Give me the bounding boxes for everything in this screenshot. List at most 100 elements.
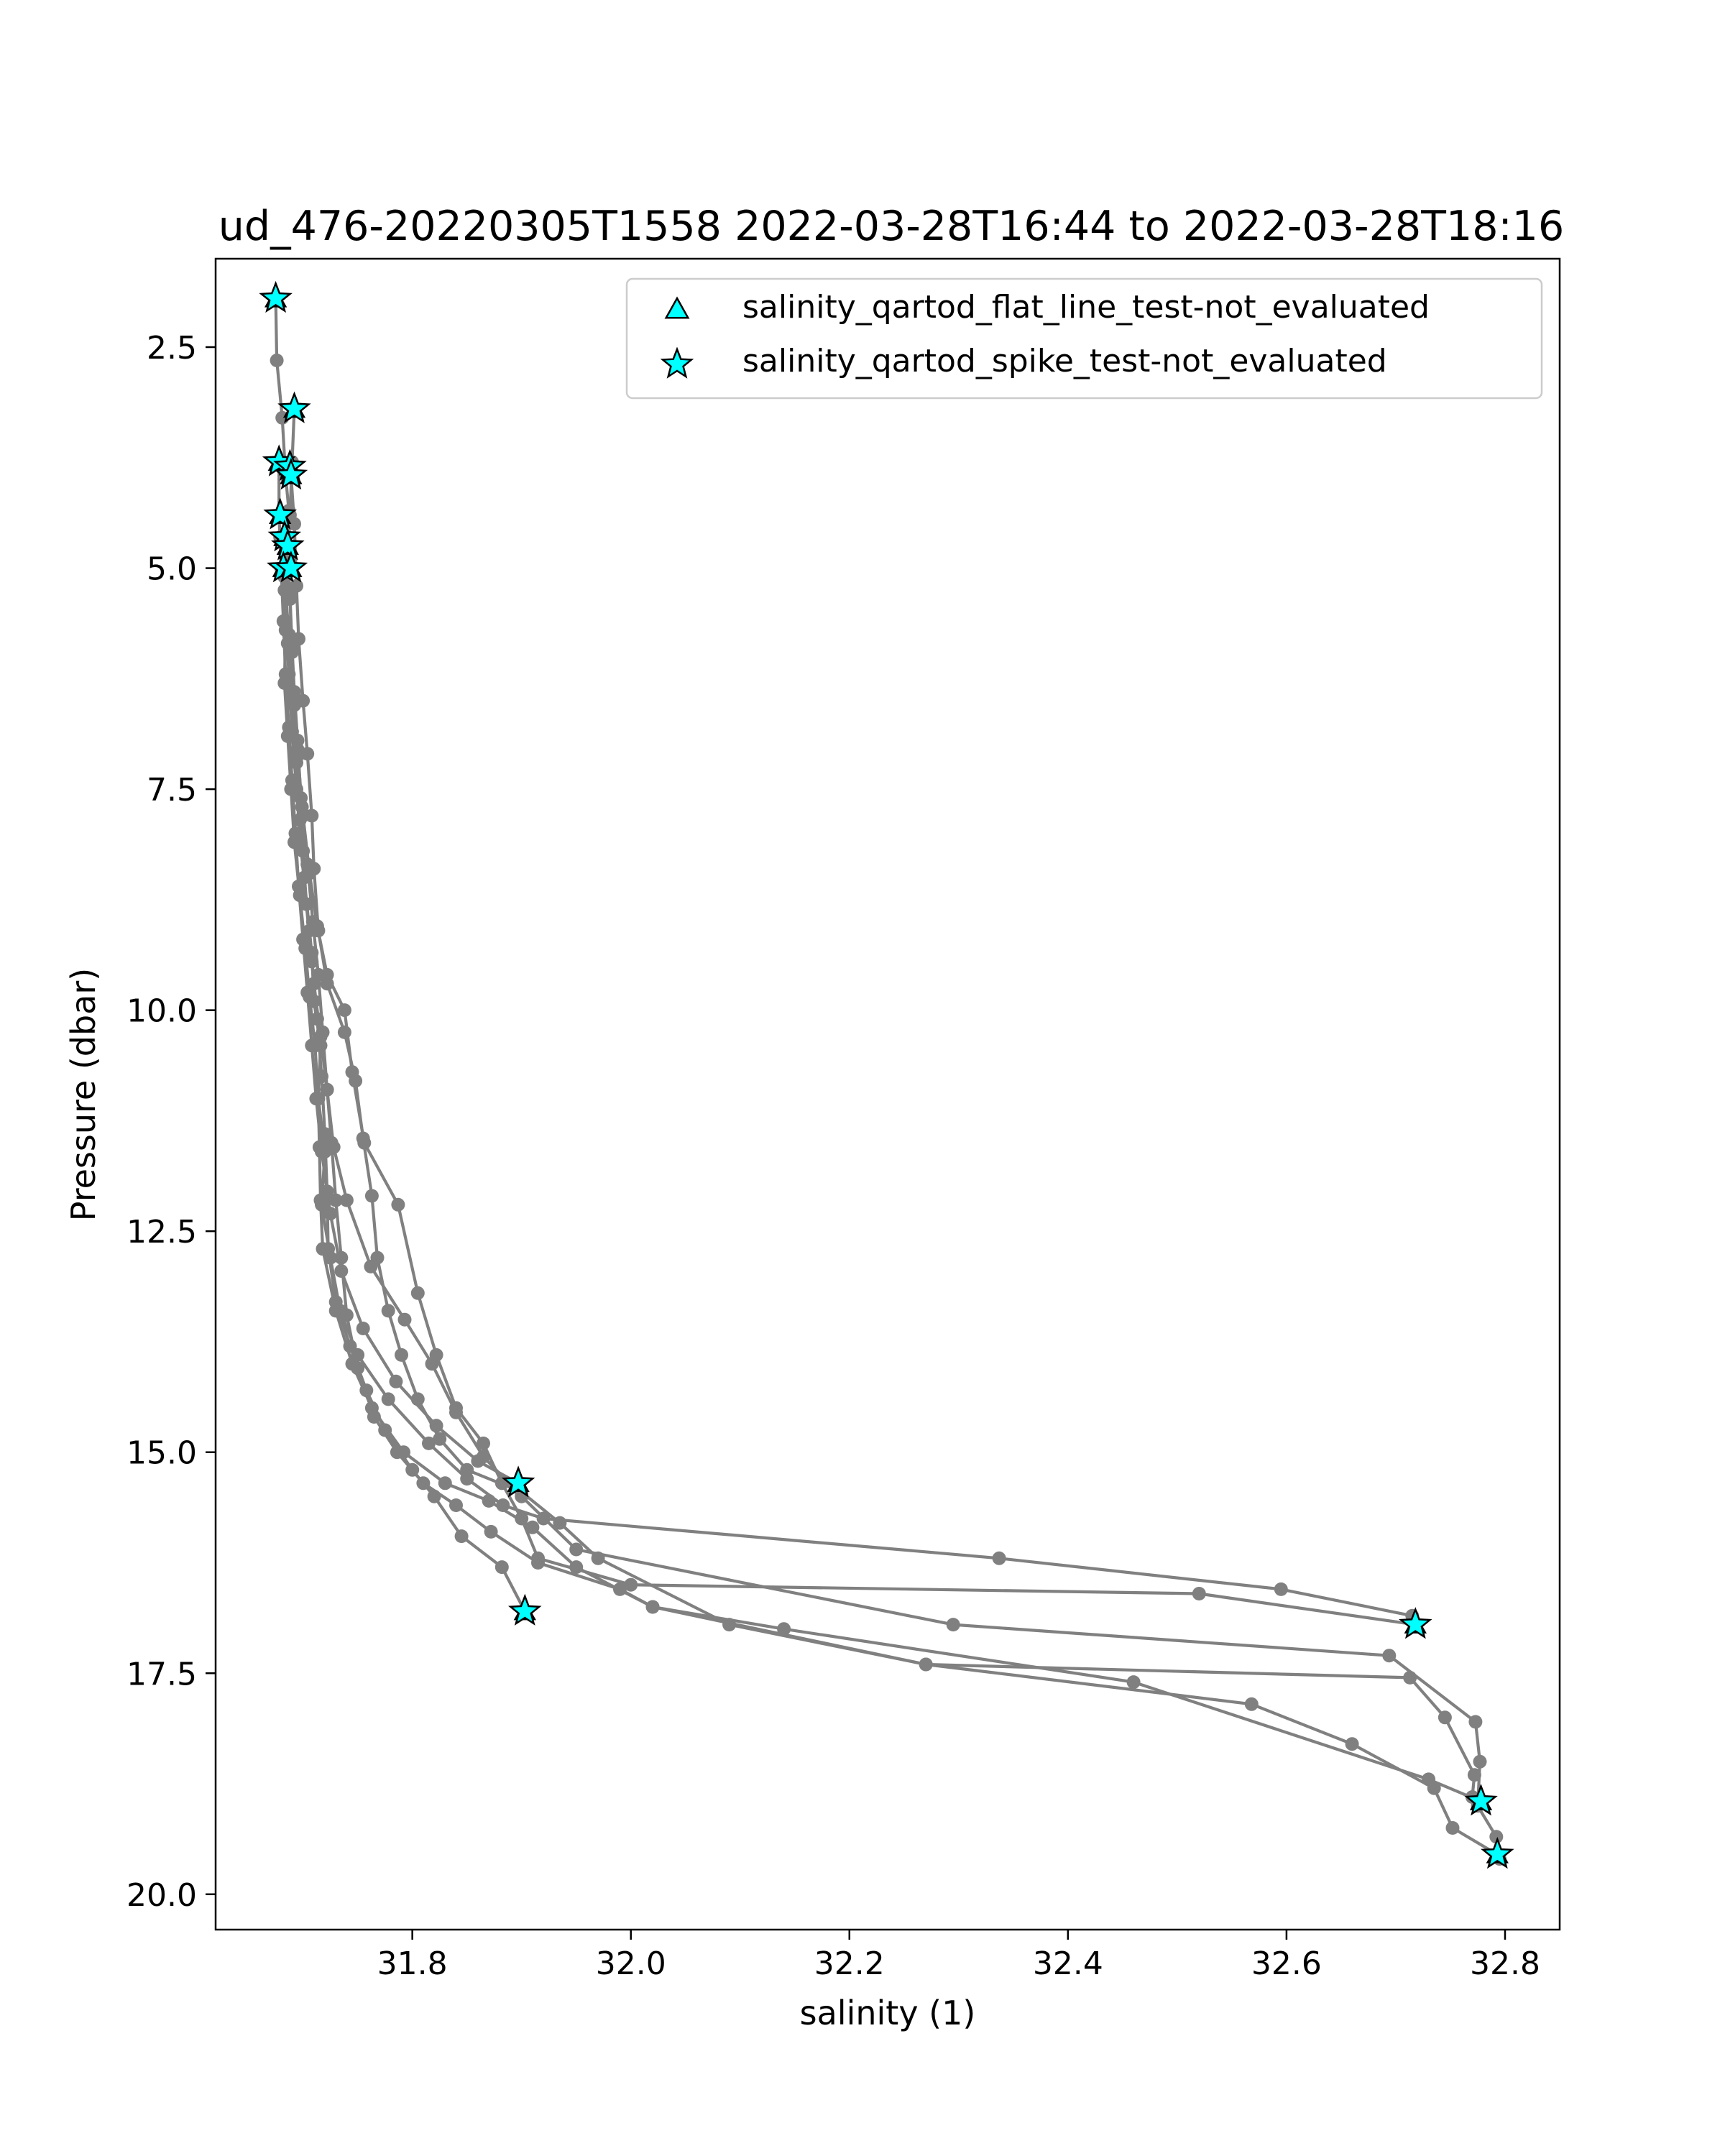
- data-point: [482, 1493, 496, 1508]
- data-point: [591, 1551, 605, 1565]
- data-point: [1489, 1830, 1504, 1844]
- data-point: [337, 1025, 351, 1039]
- data-point: [553, 1516, 567, 1530]
- data-point: [305, 954, 319, 969]
- spike-flag-marker: [274, 550, 308, 583]
- data-point: [334, 1250, 349, 1265]
- data-point: [536, 1511, 551, 1526]
- data-point: [1126, 1675, 1141, 1690]
- spike-flag-marker: [274, 457, 308, 490]
- data-point: [295, 800, 309, 814]
- data-point: [515, 1511, 529, 1526]
- data-point: [381, 1304, 395, 1318]
- data-point: [311, 967, 326, 982]
- data-point: [410, 1286, 425, 1300]
- data-point: [323, 1207, 338, 1221]
- data-point: [286, 685, 300, 699]
- data-point: [343, 1339, 357, 1353]
- spike-flag-marker: [259, 280, 293, 313]
- data-point: [395, 1348, 408, 1362]
- data-point: [405, 1462, 420, 1477]
- data-point: [722, 1618, 737, 1632]
- data-point: [1403, 1670, 1417, 1685]
- chart-title: ud_476-20220305T1558 2022-03-28T16:44 to…: [218, 203, 1564, 250]
- y-tick-label: 17.5: [126, 1656, 197, 1692]
- data-point: [624, 1577, 638, 1592]
- data-point: [1467, 1768, 1481, 1782]
- data-point: [1468, 1715, 1483, 1729]
- data-point: [270, 354, 284, 367]
- data-point: [397, 1312, 412, 1327]
- spike-flag-marker: [277, 391, 311, 423]
- y-tick-label: 20.0: [126, 1877, 197, 1914]
- data-point: [285, 645, 299, 659]
- data-point: [919, 1657, 933, 1672]
- x-axis-label: salinity (1): [800, 1994, 976, 2032]
- legend-label-flat-line: salinity_qartod_flat_line_test-not_evalu…: [742, 289, 1430, 326]
- x-tick-label: 32.2: [814, 1945, 885, 1982]
- plot-frame: [214, 257, 1561, 1931]
- data-point: [320, 1082, 334, 1097]
- data-point: [339, 1308, 354, 1322]
- data-point: [416, 1476, 431, 1491]
- data-point: [378, 1423, 392, 1437]
- spike-flag-marker: [263, 497, 298, 530]
- data-point: [294, 839, 308, 854]
- data-point: [337, 1003, 351, 1018]
- data-point: [299, 897, 313, 911]
- data-point: [613, 1582, 627, 1596]
- data-point: [569, 1560, 584, 1575]
- legend-star-marker: [660, 346, 694, 379]
- data-point: [328, 1295, 343, 1309]
- data-point: [525, 1520, 540, 1534]
- data-point: [454, 1529, 469, 1544]
- data-point: [460, 1462, 474, 1477]
- spike-flag-marker: [507, 1593, 542, 1626]
- data-point: [300, 857, 315, 872]
- data-point: [449, 1405, 463, 1419]
- x-tick-label: 32.6: [1251, 1945, 1322, 1982]
- data-point: [305, 915, 320, 929]
- data-point: [496, 1498, 510, 1512]
- legend-label-spike: salinity_qartod_spike_test-not_evaluated: [742, 343, 1387, 379]
- flag-markers: [259, 280, 1514, 1869]
- data-point: [305, 1038, 319, 1053]
- data-point: [290, 782, 303, 796]
- data-point: [364, 1259, 378, 1273]
- plot-background: [216, 259, 1560, 1930]
- y-tick-label: 7.5: [147, 772, 197, 808]
- data-point: [1382, 1649, 1397, 1663]
- data-point: [293, 813, 307, 827]
- spike-flag-marker: [1481, 1836, 1514, 1869]
- data-point: [494, 1560, 509, 1575]
- data-point: [288, 698, 301, 712]
- x-tick-label: 31.8: [377, 1945, 448, 1982]
- y-axis-label: Pressure (dbar): [64, 968, 103, 1221]
- data-point: [351, 1361, 365, 1376]
- data-point: [410, 1392, 425, 1406]
- data-point: [449, 1498, 463, 1512]
- data-point: [438, 1476, 452, 1491]
- data-point: [390, 1445, 404, 1460]
- data-point: [946, 1618, 960, 1632]
- y-tick-label: 5.0: [147, 551, 197, 588]
- data-point: [282, 592, 297, 607]
- data-point: [429, 1419, 443, 1433]
- data-point: [328, 1193, 343, 1207]
- data-point: [315, 1145, 328, 1158]
- data-point: [316, 1025, 330, 1039]
- data-point: [531, 1556, 545, 1570]
- data-point: [285, 724, 299, 739]
- data-point: [433, 1432, 447, 1446]
- data-point: [569, 1542, 584, 1557]
- data-point: [1244, 1697, 1259, 1711]
- data-point: [645, 1600, 660, 1614]
- plot-area: [214, 257, 1561, 1931]
- data-point: [367, 1410, 381, 1424]
- data-point: [282, 667, 296, 681]
- x-tick-label: 32.4: [1033, 1945, 1103, 1982]
- y-axis: 2.5 5.0 7.5 10.0 12.5 15.0 17.5 20.0: [126, 330, 216, 1914]
- data-point: [290, 579, 303, 593]
- spike-flag-marker: [1398, 1607, 1432, 1639]
